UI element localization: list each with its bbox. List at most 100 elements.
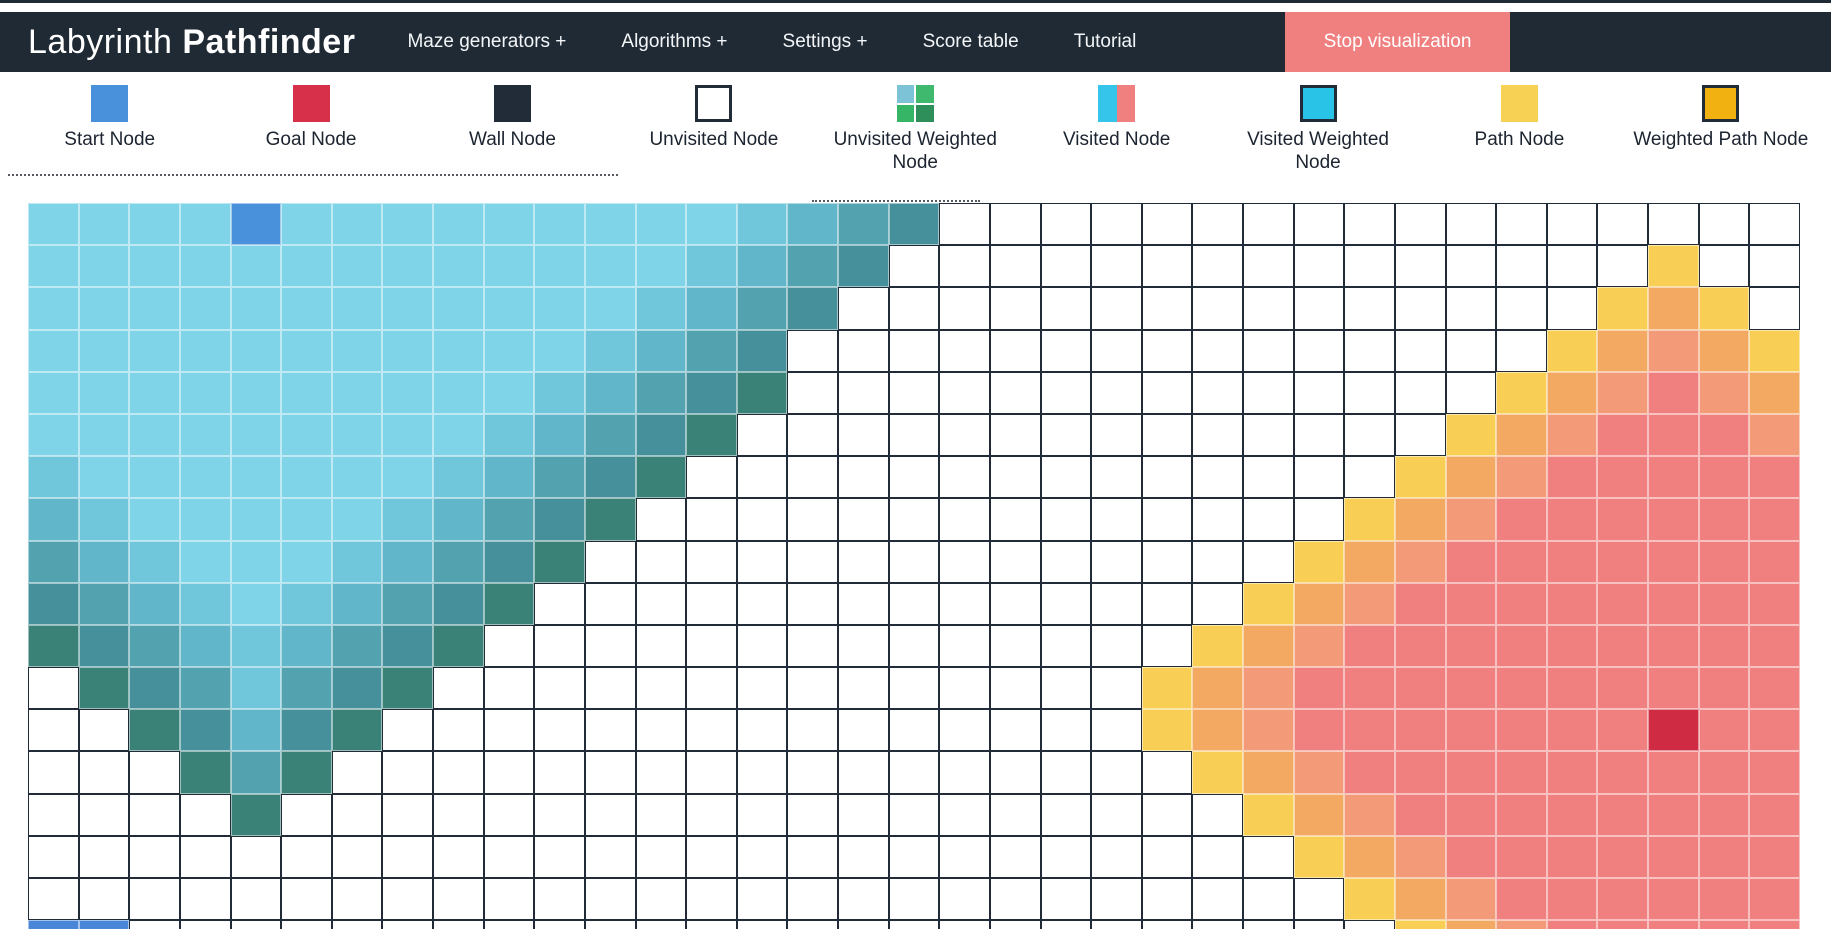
grid-cell-unvisited[interactable]: [179, 835, 231, 878]
grid-cell-visited-mid2[interactable]: [686, 287, 737, 330]
grid-cell-visited-red[interactable]: [1597, 456, 1648, 499]
grid-cell-frontier-yellow[interactable]: [1698, 287, 1750, 330]
grid-cell-visited-red[interactable]: [1749, 751, 1800, 794]
grid-cell-unvisited[interactable]: [635, 793, 687, 836]
grid-cell-frontier-orange[interactable]: [1496, 413, 1547, 457]
grid-cell-visited-light[interactable]: [179, 371, 231, 414]
grid-cell-visited-red[interactable]: [1344, 751, 1395, 794]
grid-cell-visited-frontier[interactable]: [534, 540, 585, 583]
grid-cell-visited-red[interactable]: [1698, 456, 1750, 499]
grid-cell-visited-light[interactable]: [78, 413, 130, 457]
grid-cell-unvisited[interactable]: [78, 793, 130, 836]
grid-cell-unvisited[interactable]: [686, 835, 737, 878]
grid-cell-unvisited[interactable]: [1243, 878, 1294, 921]
grid-cell-unvisited[interactable]: [686, 667, 737, 710]
grid-cell-unvisited[interactable]: [1141, 203, 1193, 246]
grid-cell-visited-red[interactable]: [1648, 624, 1699, 668]
grid-cell-unvisited[interactable]: [1749, 245, 1800, 288]
grid-cell-visited-dark[interactable]: [584, 456, 636, 499]
grid-cell-unvisited[interactable]: [1394, 329, 1446, 372]
grid-cell-visited-red[interactable]: [1496, 709, 1547, 752]
grid-cell-unvisited[interactable]: [1141, 540, 1193, 583]
grid-cell-visited-red[interactable]: [1445, 540, 1497, 583]
grid-cell-unvisited[interactable]: [28, 667, 79, 710]
grid-cell-unvisited[interactable]: [1192, 456, 1243, 499]
grid-cell-visited-frontier[interactable]: [129, 709, 180, 752]
grid-cell-unvisited[interactable]: [1394, 287, 1446, 330]
grid-cell-visited-light[interactable]: [382, 203, 433, 246]
grid-cell-visited-light[interactable]: [230, 371, 282, 414]
grid-cell-visited-light[interactable]: [281, 456, 332, 499]
grid-cell-unvisited[interactable]: [584, 667, 636, 710]
grid-cell-unvisited[interactable]: [1394, 203, 1446, 246]
grid-cell-unvisited[interactable]: [989, 329, 1041, 372]
grid-cell-unvisited[interactable]: [1445, 245, 1497, 288]
grid-cell-visited-red[interactable]: [1445, 582, 1497, 625]
grid-cell-frontier-yellow[interactable]: [1597, 287, 1648, 330]
grid-cell-unvisited[interactable]: [838, 667, 889, 710]
grid-cell-unvisited[interactable]: [483, 793, 535, 836]
grid-cell-visited-mid3[interactable]: [129, 624, 180, 668]
grid-cell-visited-dark[interactable]: [736, 329, 788, 372]
grid-cell-unvisited[interactable]: [888, 456, 940, 499]
grid-cell-visited-red[interactable]: [1597, 624, 1648, 668]
grid-cell-unvisited[interactable]: [888, 498, 940, 541]
grid-cell-visited-red[interactable]: [1445, 835, 1497, 878]
grid-cell-unvisited[interactable]: [1141, 751, 1193, 794]
grid-cell-visited-mid2[interactable]: [230, 709, 282, 752]
grid-cell-visited-red[interactable]: [1496, 751, 1547, 794]
grid-cell-unvisited[interactable]: [736, 582, 788, 625]
grid-cell-visited-red[interactable]: [1648, 582, 1699, 625]
grid-cell-unvisited[interactable]: [1040, 540, 1092, 583]
grid-cell-visited-light[interactable]: [534, 245, 585, 288]
grid-cell-partial-blue[interactable]: [78, 920, 130, 929]
grid-cell-visited-light[interactable]: [230, 582, 282, 625]
grid-cell-unvisited[interactable]: [1192, 498, 1243, 541]
grid-cell-visited-mid3[interactable]: [534, 456, 585, 499]
grid-cell-visited-light[interactable]: [78, 329, 130, 372]
grid-cell-visited-red[interactable]: [1496, 498, 1547, 541]
grid-cell-unvisited[interactable]: [179, 878, 231, 921]
grid-cell-visited-light[interactable]: [230, 329, 282, 372]
grid-cell-visited-red[interactable]: [1344, 709, 1395, 752]
grid-cell-unvisited[interactable]: [1141, 793, 1193, 836]
grid-cell-visited-frontier[interactable]: [331, 709, 383, 752]
grid-cell-visited-red[interactable]: [1293, 667, 1345, 710]
grid-cell-visited-red[interactable]: [1394, 624, 1446, 668]
grid-cell-visited-frontier[interactable]: [179, 751, 231, 794]
grid-cell-visited-light[interactable]: [331, 371, 383, 414]
grid-cell-unvisited[interactable]: [1141, 498, 1193, 541]
grid-cell-visited-red[interactable]: [1597, 582, 1648, 625]
grid-cell-unvisited[interactable]: [1546, 245, 1598, 288]
grid-cell-unvisited[interactable]: [1040, 667, 1092, 710]
grid-cell-visited-light[interactable]: [281, 329, 332, 372]
grid-cell-visited-red[interactable]: [1648, 667, 1699, 710]
grid-cell-unvisited[interactable]: [1141, 287, 1193, 330]
grid-cell-visited-light[interactable]: [331, 456, 383, 499]
grid-cell-visited-light[interactable]: [28, 287, 79, 330]
grid-cell-frontier-orange[interactable]: [1749, 371, 1800, 414]
grid-cell-visited-mid3[interactable]: [433, 540, 484, 583]
grid-cell-visited-light[interactable]: [331, 498, 383, 541]
grid-cell-unvisited[interactable]: [939, 878, 990, 921]
grid-cell-unvisited[interactable]: [382, 878, 433, 921]
grid-cell-unvisited[interactable]: [1091, 709, 1142, 752]
grid-cell-unvisited[interactable]: [1293, 456, 1345, 499]
grid-cell-visited-mid3[interactable]: [686, 329, 737, 372]
grid-cell-unvisited[interactable]: [787, 498, 838, 541]
grid-cell-unvisited[interactable]: [281, 878, 332, 921]
grid-cell-frontier-orange[interactable]: [1394, 878, 1446, 921]
grid-cell-visited-mid2[interactable]: [179, 624, 231, 668]
grid-cell-visited-red[interactable]: [1648, 920, 1699, 929]
grid-cell-visited-dark[interactable]: [888, 203, 940, 246]
grid-cell-unvisited[interactable]: [382, 920, 433, 929]
grid-cell-visited-dark[interactable]: [838, 245, 889, 288]
grid-cell-visited-light[interactable]: [78, 245, 130, 288]
grid-cell-visited-light[interactable]: [281, 540, 332, 583]
grid-cell-unvisited[interactable]: [1141, 371, 1193, 414]
grid-cell-visited-red[interactable]: [1597, 667, 1648, 710]
grid-cell-unvisited[interactable]: [1243, 456, 1294, 499]
grid-cell-unvisited[interactable]: [1091, 245, 1142, 288]
grid-cell-unvisited[interactable]: [1344, 203, 1395, 246]
grid-cell-unvisited[interactable]: [1040, 203, 1092, 246]
